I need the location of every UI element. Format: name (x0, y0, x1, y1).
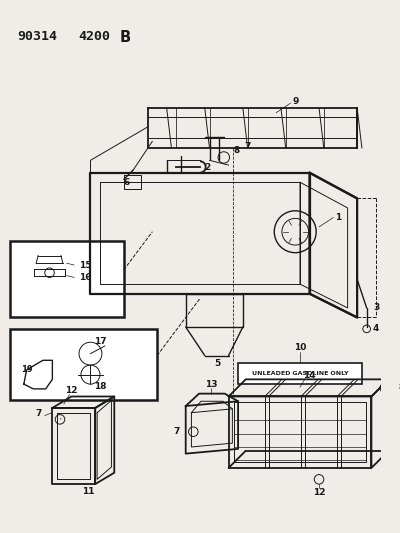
Text: 90314: 90314 (17, 30, 57, 43)
Text: 8: 8 (399, 383, 400, 392)
Text: 14: 14 (303, 371, 316, 380)
Text: 17: 17 (94, 337, 106, 346)
Text: 4200: 4200 (78, 30, 110, 43)
Text: 7: 7 (173, 427, 179, 436)
Text: 16: 16 (80, 273, 92, 282)
Text: 12: 12 (65, 386, 78, 395)
Text: B: B (120, 30, 131, 45)
Text: 1: 1 (335, 213, 341, 222)
Text: 7: 7 (36, 409, 42, 418)
Text: 18: 18 (94, 383, 106, 391)
Text: 2: 2 (204, 164, 211, 173)
Text: UNLEADED GASOLINE ONLY: UNLEADED GASOLINE ONLY (252, 371, 348, 376)
Text: 6: 6 (124, 177, 130, 187)
Text: 7: 7 (244, 142, 251, 150)
Text: 12: 12 (313, 488, 325, 497)
Text: +: + (58, 417, 62, 422)
Text: 3: 3 (373, 303, 379, 312)
Text: 15: 15 (80, 261, 92, 270)
Bar (10, 241, 124, 318)
Text: 8: 8 (233, 146, 239, 155)
Text: 4: 4 (373, 325, 379, 333)
Text: 9: 9 (292, 97, 298, 106)
Text: 10: 10 (294, 343, 306, 352)
Text: 5: 5 (214, 359, 220, 368)
Bar (10, 329, 157, 400)
Bar (238, 363, 362, 384)
Text: 11: 11 (82, 487, 95, 496)
Text: 19: 19 (21, 365, 32, 374)
Text: 13: 13 (205, 379, 218, 389)
